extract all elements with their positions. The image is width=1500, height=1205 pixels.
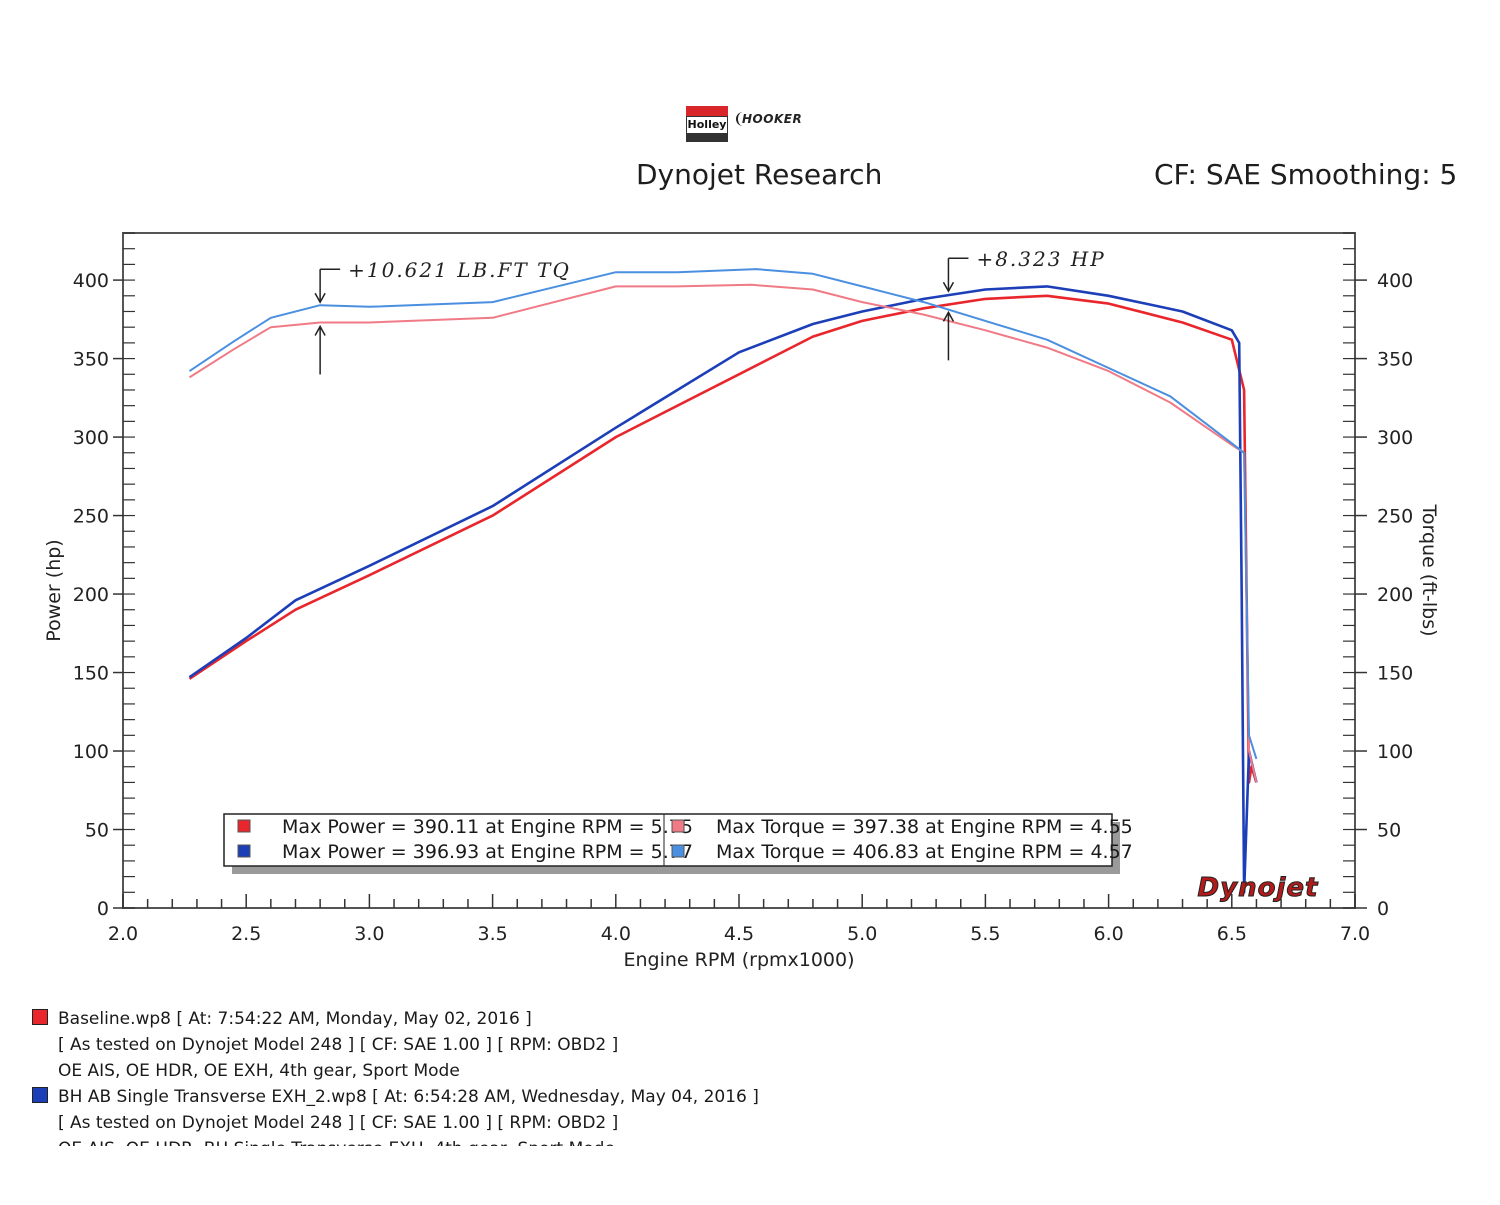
x-tick-label: 4.0 (601, 923, 631, 945)
correction-factor-label: CF: SAE Smoothing: 5 (1154, 158, 1458, 191)
legend-entry: Max Power = 396.93 at Engine RPM = 5.77 (282, 841, 693, 863)
run-title-bh: BH AB Single Transverse EXH_2.wp8 [ At: … (58, 1087, 759, 1107)
y2-tick-label: 200 (1377, 584, 1413, 606)
annotation-group: +8.323 HP (942, 247, 1105, 361)
run-details: Baseline.wp8 [ At: 7:54:22 AM, Monday, M… (32, 1006, 932, 1146)
x-tick-label: 5.5 (970, 923, 1000, 945)
y-tick-label: 200 (73, 584, 109, 606)
y2-tick-label: 150 (1377, 663, 1413, 685)
annotation-text: +8.323 HP (976, 247, 1105, 271)
x-tick-label: 7.0 (1340, 923, 1370, 945)
y-tick-label: 400 (73, 270, 109, 292)
y-tick-label: 150 (73, 663, 109, 685)
x-tick-label: 6.0 (1093, 923, 1123, 945)
legend-box (223, 813, 1113, 867)
y2-tick-label: 300 (1377, 427, 1413, 449)
x-tick-label: 6.5 (1217, 923, 1247, 945)
legend-swatch (671, 819, 685, 833)
run-title-baseline: Baseline.wp8 [ At: 7:54:22 AM, Monday, M… (58, 1009, 532, 1029)
series-line-bh-power (188, 285, 1258, 894)
annotation-group: +10.621 LB.FT TQ (314, 258, 571, 375)
x-tick-label: 3.5 (477, 923, 507, 945)
series-line-baseline-torque (188, 283, 1258, 783)
y2-axis-title: Torque (ft-lbs) (1418, 503, 1440, 636)
run-swatch-baseline (32, 1009, 48, 1025)
annotation-arrowhead (942, 310, 955, 322)
run-notes-bh: OE AIS, OE HDR, BH Single Transverse EXH… (32, 1136, 932, 1146)
y-tick-label: 250 (73, 506, 109, 528)
legend-entry: Max Power = 390.11 at Engine RPM = 5.75 (282, 816, 693, 838)
annotation-arrowhead (942, 281, 955, 293)
y-tick-label: 0 (97, 898, 109, 920)
run-entry-baseline: Baseline.wp8 [ At: 7:54:22 AM, Monday, M… (32, 1006, 932, 1032)
legend-swatch (237, 819, 251, 833)
chart-legend: Max Power = 390.11 at Engine RPM = 5.75 M… (223, 813, 1133, 874)
y2-tick-label: 350 (1377, 349, 1413, 371)
brand-logos: Holley HOOKER (686, 104, 816, 146)
plot-frame (122, 232, 1356, 909)
y2-tick-label: 250 (1377, 506, 1413, 528)
x-tick-label: 5.0 (847, 923, 877, 945)
chart-annotations: +10.621 LB.FT TQ +8.323 HP (314, 247, 1105, 375)
chart-title: Dynojet Research (636, 158, 883, 191)
holley-logo-text: Holley (686, 116, 728, 134)
run-config-baseline: [ As tested on Dynojet Model 248 ] [ CF:… (58, 1035, 619, 1055)
y-tick-label: 50 (85, 820, 109, 842)
x-tick-label: 2.5 (231, 923, 261, 945)
legend-swatch (671, 844, 685, 858)
hooker-logo: HOOKER (736, 112, 802, 126)
y2-tick-label: 400 (1377, 270, 1413, 292)
legend-swatch (237, 844, 251, 858)
annotation-arrowhead (314, 292, 326, 304)
annotation-arrowhead (314, 324, 326, 336)
series-line-bh-torque (188, 268, 1258, 760)
annotation-text: +10.621 LB.FT TQ (348, 258, 571, 282)
x-tick-label: 3.0 (354, 923, 384, 945)
legend-entry: Max Torque = 397.38 at Engine RPM = 4.55 (716, 816, 1133, 838)
run-entry-bh: BH AB Single Transverse EXH_2.wp8 [ At: … (32, 1084, 932, 1110)
dynojet-watermark-text: Dynojet (1198, 873, 1319, 903)
dynojet-watermark: Dynojet (1197, 873, 1319, 904)
y-tick-label: 350 (73, 349, 109, 371)
run-config-bh: [ As tested on Dynojet Model 248 ] [ CF:… (58, 1113, 619, 1133)
y-axis-title: Power (hp) (43, 539, 65, 641)
dyno-chart: 2.0 2.5 3.0 3.5 4.0 4.5 5.0 5.5 6.0 6.5 7.0 0 50 100 1… (43, 232, 1440, 971)
x-axis-title: Engine RPM (rpmx1000) (623, 949, 854, 971)
chart-axes: 2.0 2.5 3.0 3.5 4.0 4.5 5.0 5.5 6.0 6.5 7.0 0 50 100 1… (43, 232, 1440, 971)
holley-logo: Holley (686, 106, 728, 142)
x-tick-label: 4.5 (724, 923, 754, 945)
run-notes-baseline: OE AIS, OE HDR, OE EXH, 4th gear, Sport … (58, 1061, 460, 1081)
chart-series (188, 268, 1258, 894)
y2-tick-label: 50 (1377, 820, 1401, 842)
x-tick-label: 2.0 (108, 923, 138, 945)
y2-tick-label: 0 (1377, 898, 1389, 920)
y-tick-label: 100 (73, 741, 109, 763)
run-swatch-bh (32, 1087, 48, 1103)
y-tick-label: 300 (73, 427, 109, 449)
legend-entry: Max Torque = 406.83 at Engine RPM = 4.57 (716, 841, 1133, 863)
y2-tick-label: 100 (1377, 741, 1413, 763)
